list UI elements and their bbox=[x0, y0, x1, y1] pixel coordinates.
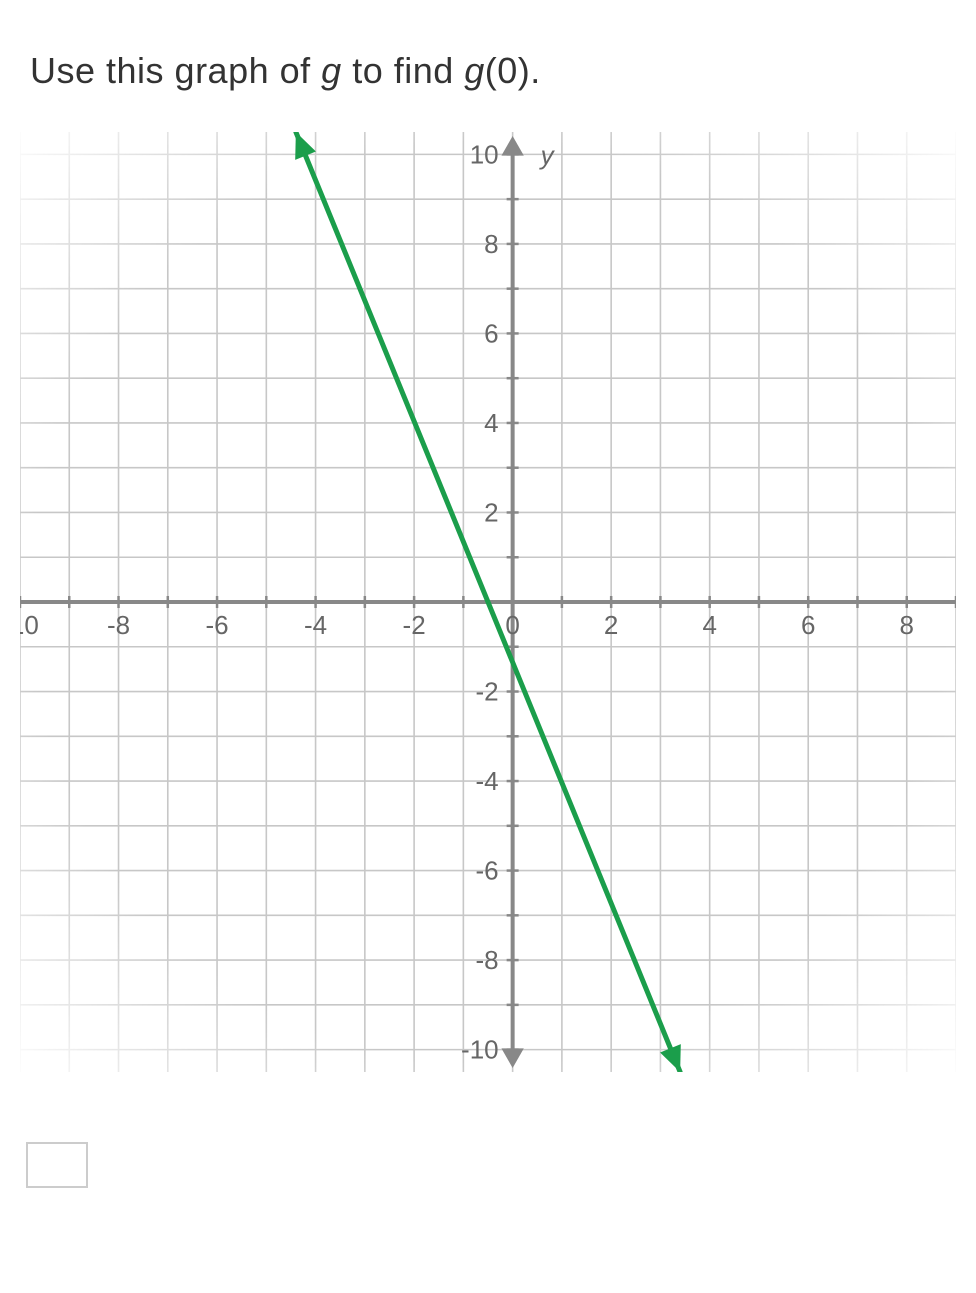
svg-text:-2: -2 bbox=[476, 677, 499, 707]
svg-text:y: y bbox=[539, 140, 556, 170]
prompt-text-pre: Use this graph of bbox=[30, 50, 321, 91]
svg-text:0: 0 bbox=[505, 610, 519, 640]
svg-text:6: 6 bbox=[801, 610, 815, 640]
coordinate-graph[interactable]: -10 -8 -6 -4 -2 0 2 4 6 8 10 8 6 4 2 -2 -4 -6 -8 -10 y bbox=[20, 132, 956, 1092]
svg-text:-8: -8 bbox=[476, 945, 499, 975]
answer-input[interactable] bbox=[26, 1142, 88, 1188]
prompt-call-fn: g bbox=[464, 50, 485, 91]
svg-text:-6: -6 bbox=[476, 856, 499, 886]
prompt-tail: (0). bbox=[485, 50, 541, 91]
svg-text:-8: -8 bbox=[107, 610, 130, 640]
svg-text:2: 2 bbox=[604, 610, 618, 640]
svg-text:2: 2 bbox=[484, 497, 498, 527]
question-prompt: Use this graph of g to find g(0). bbox=[30, 50, 956, 92]
svg-text:-4: -4 bbox=[304, 610, 327, 640]
prompt-text-mid: to find bbox=[342, 50, 465, 91]
svg-text:-6: -6 bbox=[205, 610, 228, 640]
svg-text:-10: -10 bbox=[461, 1035, 499, 1065]
svg-text:-10: -10 bbox=[20, 610, 39, 640]
svg-text:-2: -2 bbox=[403, 610, 426, 640]
svg-text:4: 4 bbox=[484, 408, 498, 438]
svg-text:8: 8 bbox=[484, 229, 498, 259]
svg-text:4: 4 bbox=[702, 610, 716, 640]
prompt-fn-name: g bbox=[321, 50, 342, 91]
svg-text:8: 8 bbox=[900, 610, 914, 640]
graph-svg: -10 -8 -6 -4 -2 0 2 4 6 8 10 8 6 4 2 -2 -4 -6 -8 -10 y bbox=[20, 132, 956, 1072]
svg-text:6: 6 bbox=[484, 318, 498, 348]
svg-text:10: 10 bbox=[470, 139, 499, 169]
svg-text:-4: -4 bbox=[476, 766, 499, 796]
